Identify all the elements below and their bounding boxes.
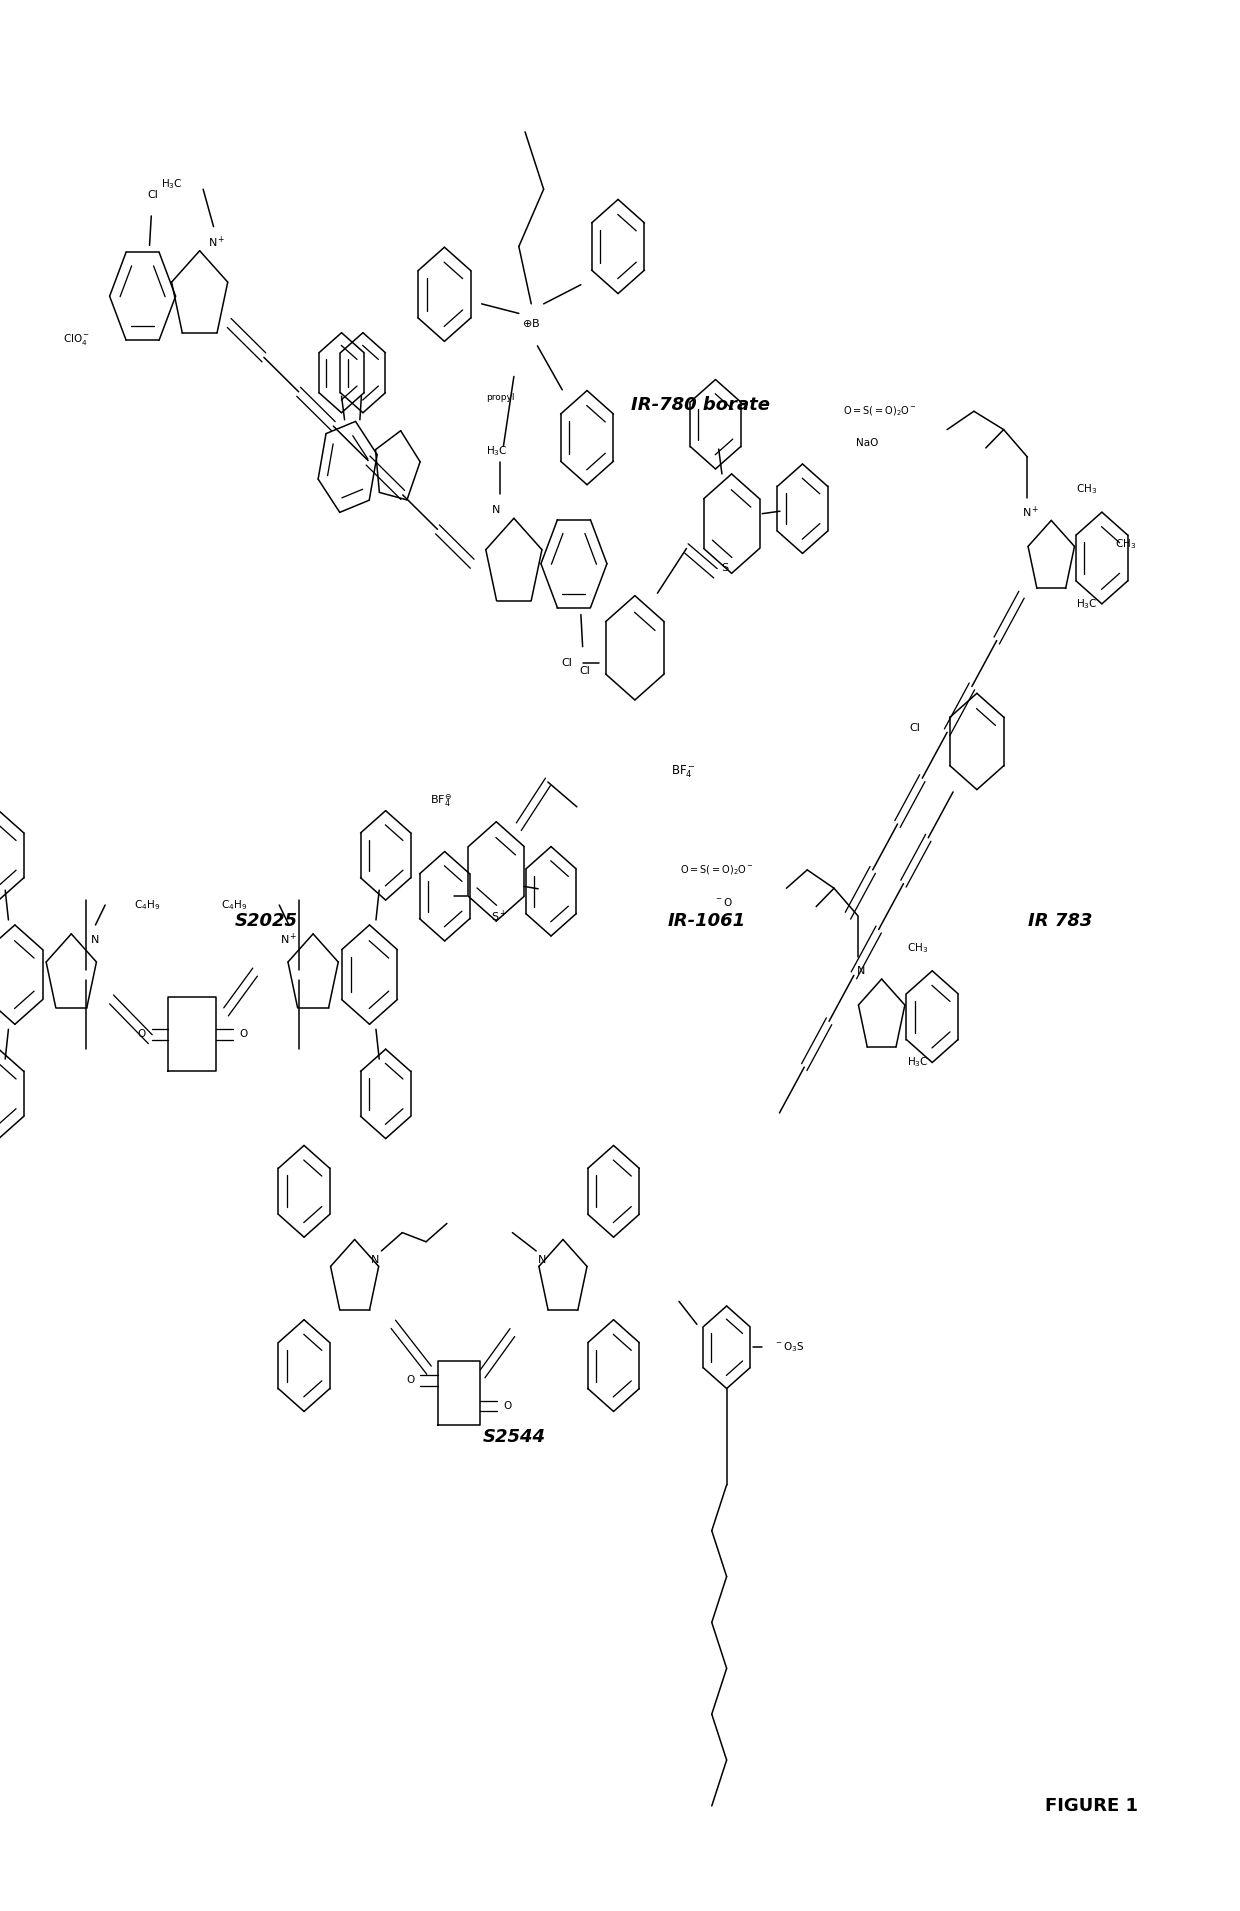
Text: O: O	[503, 1401, 512, 1410]
Text: IR-1061: IR-1061	[667, 912, 746, 931]
Text: O: O	[405, 1376, 414, 1385]
Text: S2025: S2025	[236, 912, 298, 931]
Text: C$_4$H$_9$: C$_4$H$_9$	[221, 898, 247, 912]
Text: N$^+$: N$^+$	[1022, 505, 1039, 520]
Text: O: O	[239, 1030, 247, 1040]
Text: N$^+$: N$^+$	[280, 933, 298, 948]
Text: propyl: propyl	[486, 394, 515, 403]
Text: $^-$O: $^-$O	[714, 896, 733, 908]
Text: Cl: Cl	[579, 665, 590, 676]
Text: N: N	[92, 934, 99, 944]
Text: Cl: Cl	[148, 189, 159, 199]
Text: O$=$S($=$O)$_2$O$^-$: O$=$S($=$O)$_2$O$^-$	[680, 864, 754, 877]
Text: N: N	[857, 965, 866, 977]
Text: BF$_4^-$: BF$_4^-$	[671, 764, 696, 780]
Text: N$^+$: N$^+$	[208, 235, 226, 250]
Text: IR-780 borate: IR-780 borate	[631, 396, 770, 415]
Text: H$_3$C: H$_3$C	[906, 1055, 929, 1070]
Text: $^-$O$_3$S: $^-$O$_3$S	[774, 1340, 805, 1355]
Text: BF$_4^{\ominus}$: BF$_4^{\ominus}$	[429, 793, 451, 808]
Text: O$=$S($=$O)$_2$O$^-$: O$=$S($=$O)$_2$O$^-$	[843, 405, 918, 419]
Text: Cl: Cl	[909, 722, 920, 732]
Text: H$_3$C: H$_3$C	[161, 178, 182, 191]
Text: H$_3$C: H$_3$C	[1076, 596, 1097, 612]
Text: CH$_3$: CH$_3$	[1076, 482, 1097, 497]
Text: Cl: Cl	[562, 657, 573, 667]
Text: CH$_3$: CH$_3$	[906, 940, 928, 956]
Text: S$^+$: S$^+$	[491, 908, 507, 923]
Text: NaO: NaO	[857, 438, 879, 449]
Text: H$_3$C: H$_3$C	[486, 445, 507, 459]
Text: CH$_3$: CH$_3$	[1115, 537, 1136, 550]
Text: IR 783: IR 783	[1028, 912, 1092, 931]
Text: ClO$_4^-$: ClO$_4^-$	[63, 331, 91, 346]
Text: S2544: S2544	[484, 1428, 546, 1447]
Text: N: N	[538, 1256, 547, 1265]
Text: N: N	[492, 505, 501, 516]
Text: C$_4$H$_9$: C$_4$H$_9$	[134, 898, 160, 912]
Text: S: S	[722, 564, 729, 573]
Text: N: N	[371, 1256, 379, 1265]
Text: O: O	[138, 1030, 145, 1040]
Text: $\oplus$B: $\oplus$B	[522, 317, 541, 329]
Text: FIGURE 1: FIGURE 1	[1044, 1796, 1138, 1815]
